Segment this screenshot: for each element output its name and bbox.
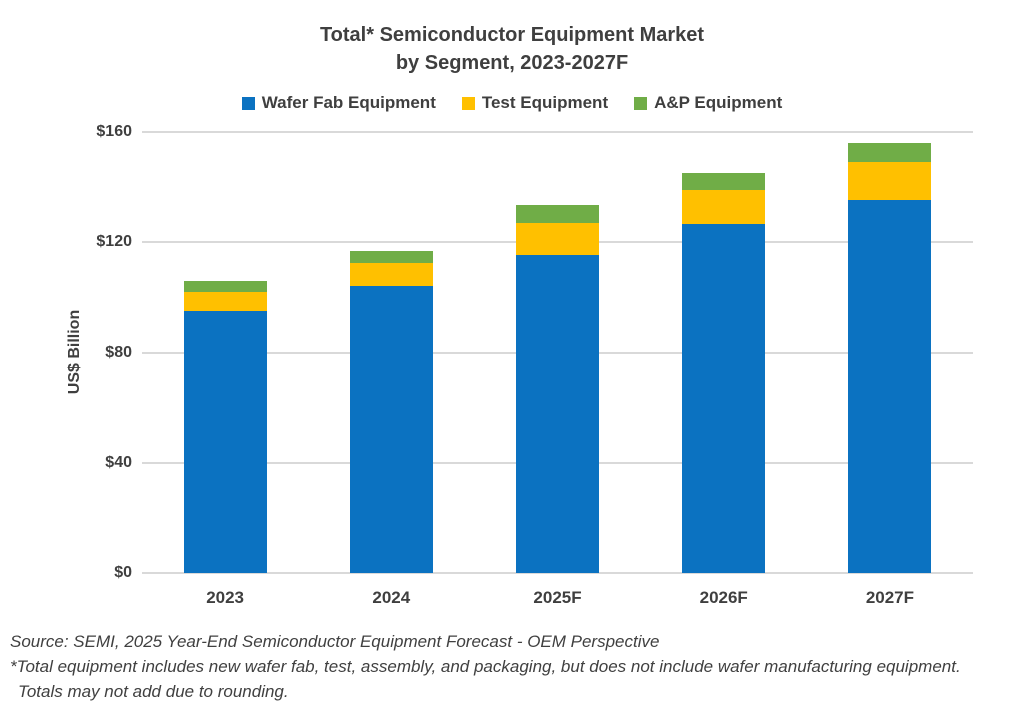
- legend-swatch-yellow-icon: [461, 96, 475, 110]
- bar-segment-test-equipment: [848, 162, 932, 200]
- bar-group-2023: [183, 280, 267, 573]
- legend-label: A&P Equipment: [654, 93, 783, 112]
- x-tick-label: 2027F: [865, 588, 915, 607]
- bar-segment-wafer-fab-equipment: [516, 254, 599, 573]
- bar-segment-a-p-equipment: [349, 250, 433, 263]
- legend-item-wafer-fab-equipment: Wafer Fab Equipment: [241, 93, 436, 113]
- legend-item-ap-equipment: A&P Equipment: [634, 93, 782, 113]
- gridline: [142, 131, 973, 133]
- bar-segment-test-equipment: [516, 222, 599, 255]
- bar-segment-wafer-fab-equipment: [682, 224, 766, 573]
- y-tick-label: $80: [105, 343, 132, 361]
- legend-label: Wafer Fab Equipment: [261, 93, 436, 112]
- rounding-note: Totals may not add due to rounding.: [18, 682, 289, 701]
- x-tick-label: 2024: [372, 588, 411, 607]
- plot-area: [142, 131, 973, 574]
- gridline: [142, 572, 973, 574]
- bar-group-2025F: [516, 205, 599, 573]
- bar-segment-a-p-equipment: [848, 143, 932, 163]
- bar-group-2027F: [848, 143, 932, 573]
- legend-swatch-blue-icon: [241, 96, 255, 110]
- x-tick-label: 2025F: [533, 588, 582, 607]
- chart-title-line1: Total* Semiconductor Equipment Market: [319, 24, 705, 46]
- y-tick-label: $160: [96, 123, 132, 140]
- legend-swatch-green-icon: [634, 96, 648, 110]
- chart-title: Total* Semiconductor Equipment Market by…: [0, 21, 1024, 77]
- x-tick-label: 2026F: [699, 588, 748, 607]
- bar-segment-wafer-fab-equipment: [848, 199, 932, 573]
- bar-segment-a-p-equipment: [682, 173, 766, 190]
- bar-segment-test-equipment: [682, 189, 766, 225]
- y-tick-label: $120: [96, 233, 132, 251]
- bar-group-2024: [349, 250, 433, 573]
- y-tick-label: $40: [105, 453, 132, 471]
- legend-item-test-equipment: Test Equipment: [461, 93, 609, 113]
- bar-segment-a-p-equipment: [516, 205, 599, 223]
- legend: Wafer Fab Equipment Test Equipment A&P E…: [0, 93, 1024, 113]
- x-tick-label: 2023: [206, 588, 245, 607]
- bar-segment-test-equipment: [349, 262, 433, 287]
- x-axis-tick-labels: 2023 2024 2025F 2026F 2027F: [142, 588, 973, 608]
- bar-segment-a-p-equipment: [183, 280, 267, 292]
- bar-segment-wafer-fab-equipment: [349, 286, 433, 573]
- y-tick-label: $0: [114, 564, 132, 581]
- bar-segment-wafer-fab-equipment: [183, 311, 267, 573]
- total-definition-note: *Total equipment includes new wafer fab,…: [10, 657, 961, 676]
- bar-segment-test-equipment: [183, 291, 267, 312]
- legend-label: Test Equipment: [481, 93, 609, 112]
- chart-title-line2: by Segment, 2023-2027F: [395, 52, 629, 74]
- y-axis-tick-labels: $0 $40 $80 $120 $160: [0, 123, 132, 581]
- footnotes: Source: SEMI, 2025 Year-End Semiconducto…: [10, 629, 1020, 704]
- bar-group-2026F: [682, 173, 766, 573]
- source-note: Source: SEMI, 2025 Year-End Semiconducto…: [10, 632, 660, 651]
